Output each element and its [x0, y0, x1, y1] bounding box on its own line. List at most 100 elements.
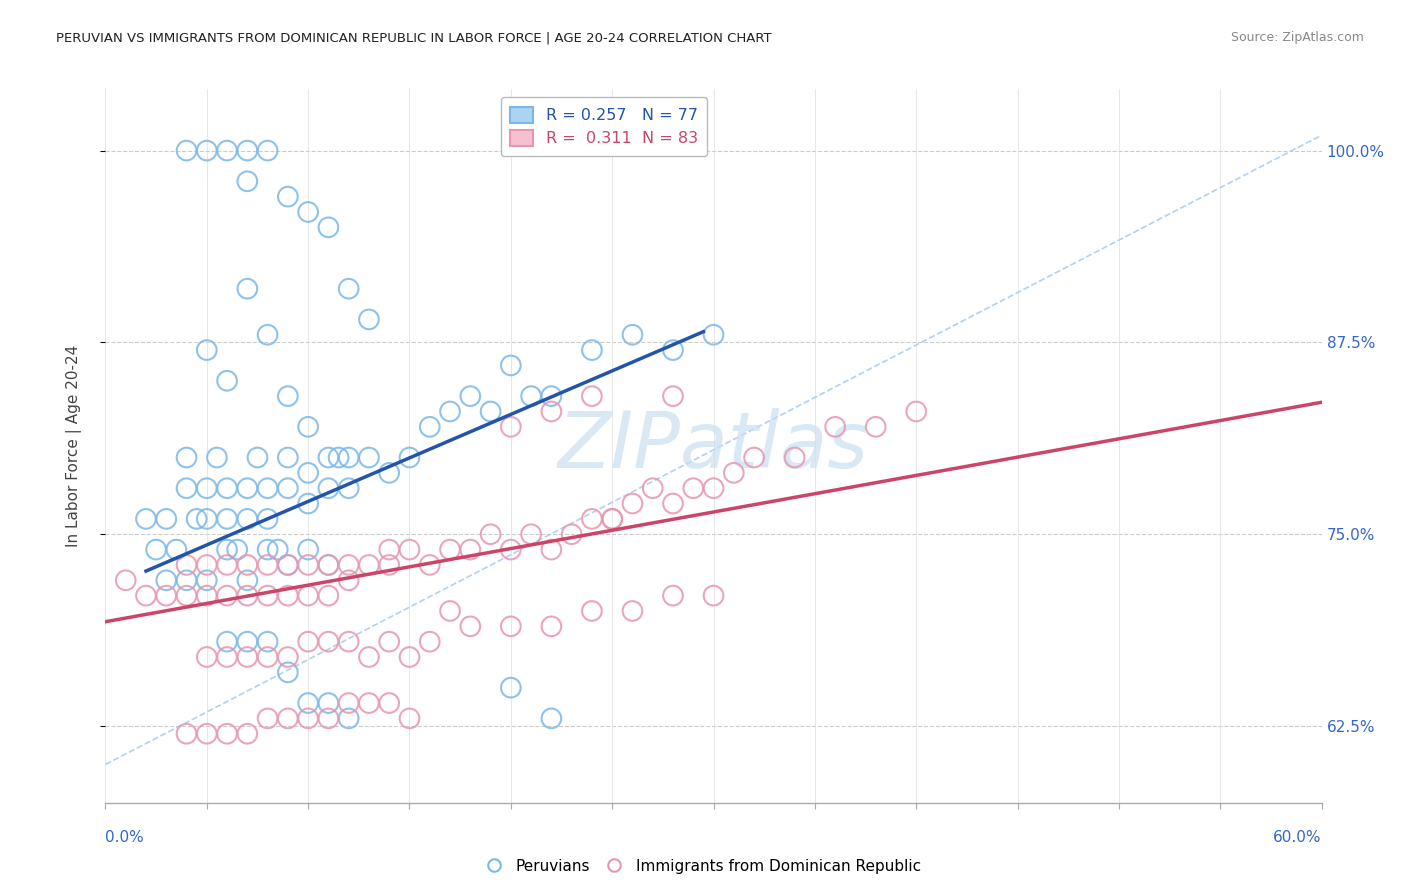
Point: [176, 574, 198, 588]
Point: [357, 650, 380, 665]
Point: [398, 450, 420, 465]
Point: [783, 450, 806, 465]
Point: [662, 389, 685, 403]
Point: [337, 711, 360, 725]
Point: [297, 466, 319, 480]
Point: [540, 619, 562, 633]
Point: [479, 404, 502, 418]
Point: [337, 634, 360, 648]
Point: [337, 558, 360, 572]
Point: [682, 481, 704, 495]
Point: [256, 542, 278, 557]
Text: 60.0%: 60.0%: [1274, 830, 1322, 846]
Point: [236, 144, 259, 158]
Point: [662, 589, 685, 603]
Point: [378, 696, 401, 710]
Point: [824, 419, 846, 434]
Point: [155, 512, 177, 526]
Point: [581, 512, 603, 526]
Point: [236, 727, 259, 741]
Text: ZIPatlas: ZIPatlas: [558, 408, 869, 484]
Point: [236, 481, 259, 495]
Point: [439, 604, 461, 618]
Point: [277, 450, 299, 465]
Point: [702, 481, 725, 495]
Point: [277, 650, 299, 665]
Point: [357, 696, 380, 710]
Point: [398, 711, 420, 725]
Point: [236, 512, 259, 526]
Point: [297, 696, 319, 710]
Point: [600, 512, 623, 526]
Point: [186, 512, 208, 526]
Point: [256, 589, 278, 603]
Point: [176, 558, 198, 572]
Point: [419, 558, 441, 572]
Point: [499, 542, 522, 557]
Point: [520, 527, 543, 541]
Point: [328, 450, 350, 465]
Point: [217, 589, 239, 603]
Point: [398, 650, 420, 665]
Point: [337, 282, 360, 296]
Point: [256, 558, 278, 572]
Point: [540, 711, 562, 725]
Point: [318, 481, 340, 495]
Point: [297, 205, 319, 219]
Point: [217, 727, 239, 741]
Point: [318, 450, 340, 465]
Point: [236, 174, 259, 188]
Point: [277, 481, 299, 495]
Point: [277, 558, 299, 572]
Point: [702, 327, 725, 342]
Point: [702, 589, 725, 603]
Point: [439, 404, 461, 418]
Legend: Peruvians, Immigrants from Dominican Republic: Peruvians, Immigrants from Dominican Rep…: [479, 853, 927, 880]
Point: [458, 542, 481, 557]
Point: [236, 589, 259, 603]
Point: [277, 711, 299, 725]
Point: [297, 558, 319, 572]
Point: [114, 574, 136, 588]
Point: [378, 634, 401, 648]
Point: [297, 589, 319, 603]
Point: [621, 604, 644, 618]
Point: [561, 527, 583, 541]
Point: [195, 650, 218, 665]
Point: [246, 450, 269, 465]
Point: [256, 634, 278, 648]
Point: [267, 542, 290, 557]
Text: Source: ZipAtlas.com: Source: ZipAtlas.com: [1230, 31, 1364, 45]
Point: [145, 542, 167, 557]
Point: [318, 634, 340, 648]
Point: [195, 574, 218, 588]
Point: [217, 650, 239, 665]
Point: [236, 634, 259, 648]
Point: [277, 558, 299, 572]
Point: [195, 727, 218, 741]
Point: [297, 419, 319, 434]
Point: [155, 589, 177, 603]
Point: [357, 450, 380, 465]
Point: [135, 589, 157, 603]
Point: [256, 711, 278, 725]
Point: [641, 481, 664, 495]
Point: [378, 558, 401, 572]
Point: [357, 312, 380, 326]
Point: [318, 558, 340, 572]
Point: [318, 696, 340, 710]
Point: [155, 574, 177, 588]
Point: [135, 512, 157, 526]
Point: [256, 327, 278, 342]
Point: [195, 589, 218, 603]
Point: [195, 558, 218, 572]
Point: [236, 282, 259, 296]
Point: [540, 389, 562, 403]
Point: [540, 542, 562, 557]
Text: PERUVIAN VS IMMIGRANTS FROM DOMINICAN REPUBLIC IN LABOR FORCE | AGE 20-24 CORREL: PERUVIAN VS IMMIGRANTS FROM DOMINICAN RE…: [56, 31, 772, 45]
Point: [621, 497, 644, 511]
Point: [318, 711, 340, 725]
Point: [439, 542, 461, 557]
Y-axis label: In Labor Force | Age 20-24: In Labor Force | Age 20-24: [66, 345, 82, 547]
Point: [520, 389, 543, 403]
